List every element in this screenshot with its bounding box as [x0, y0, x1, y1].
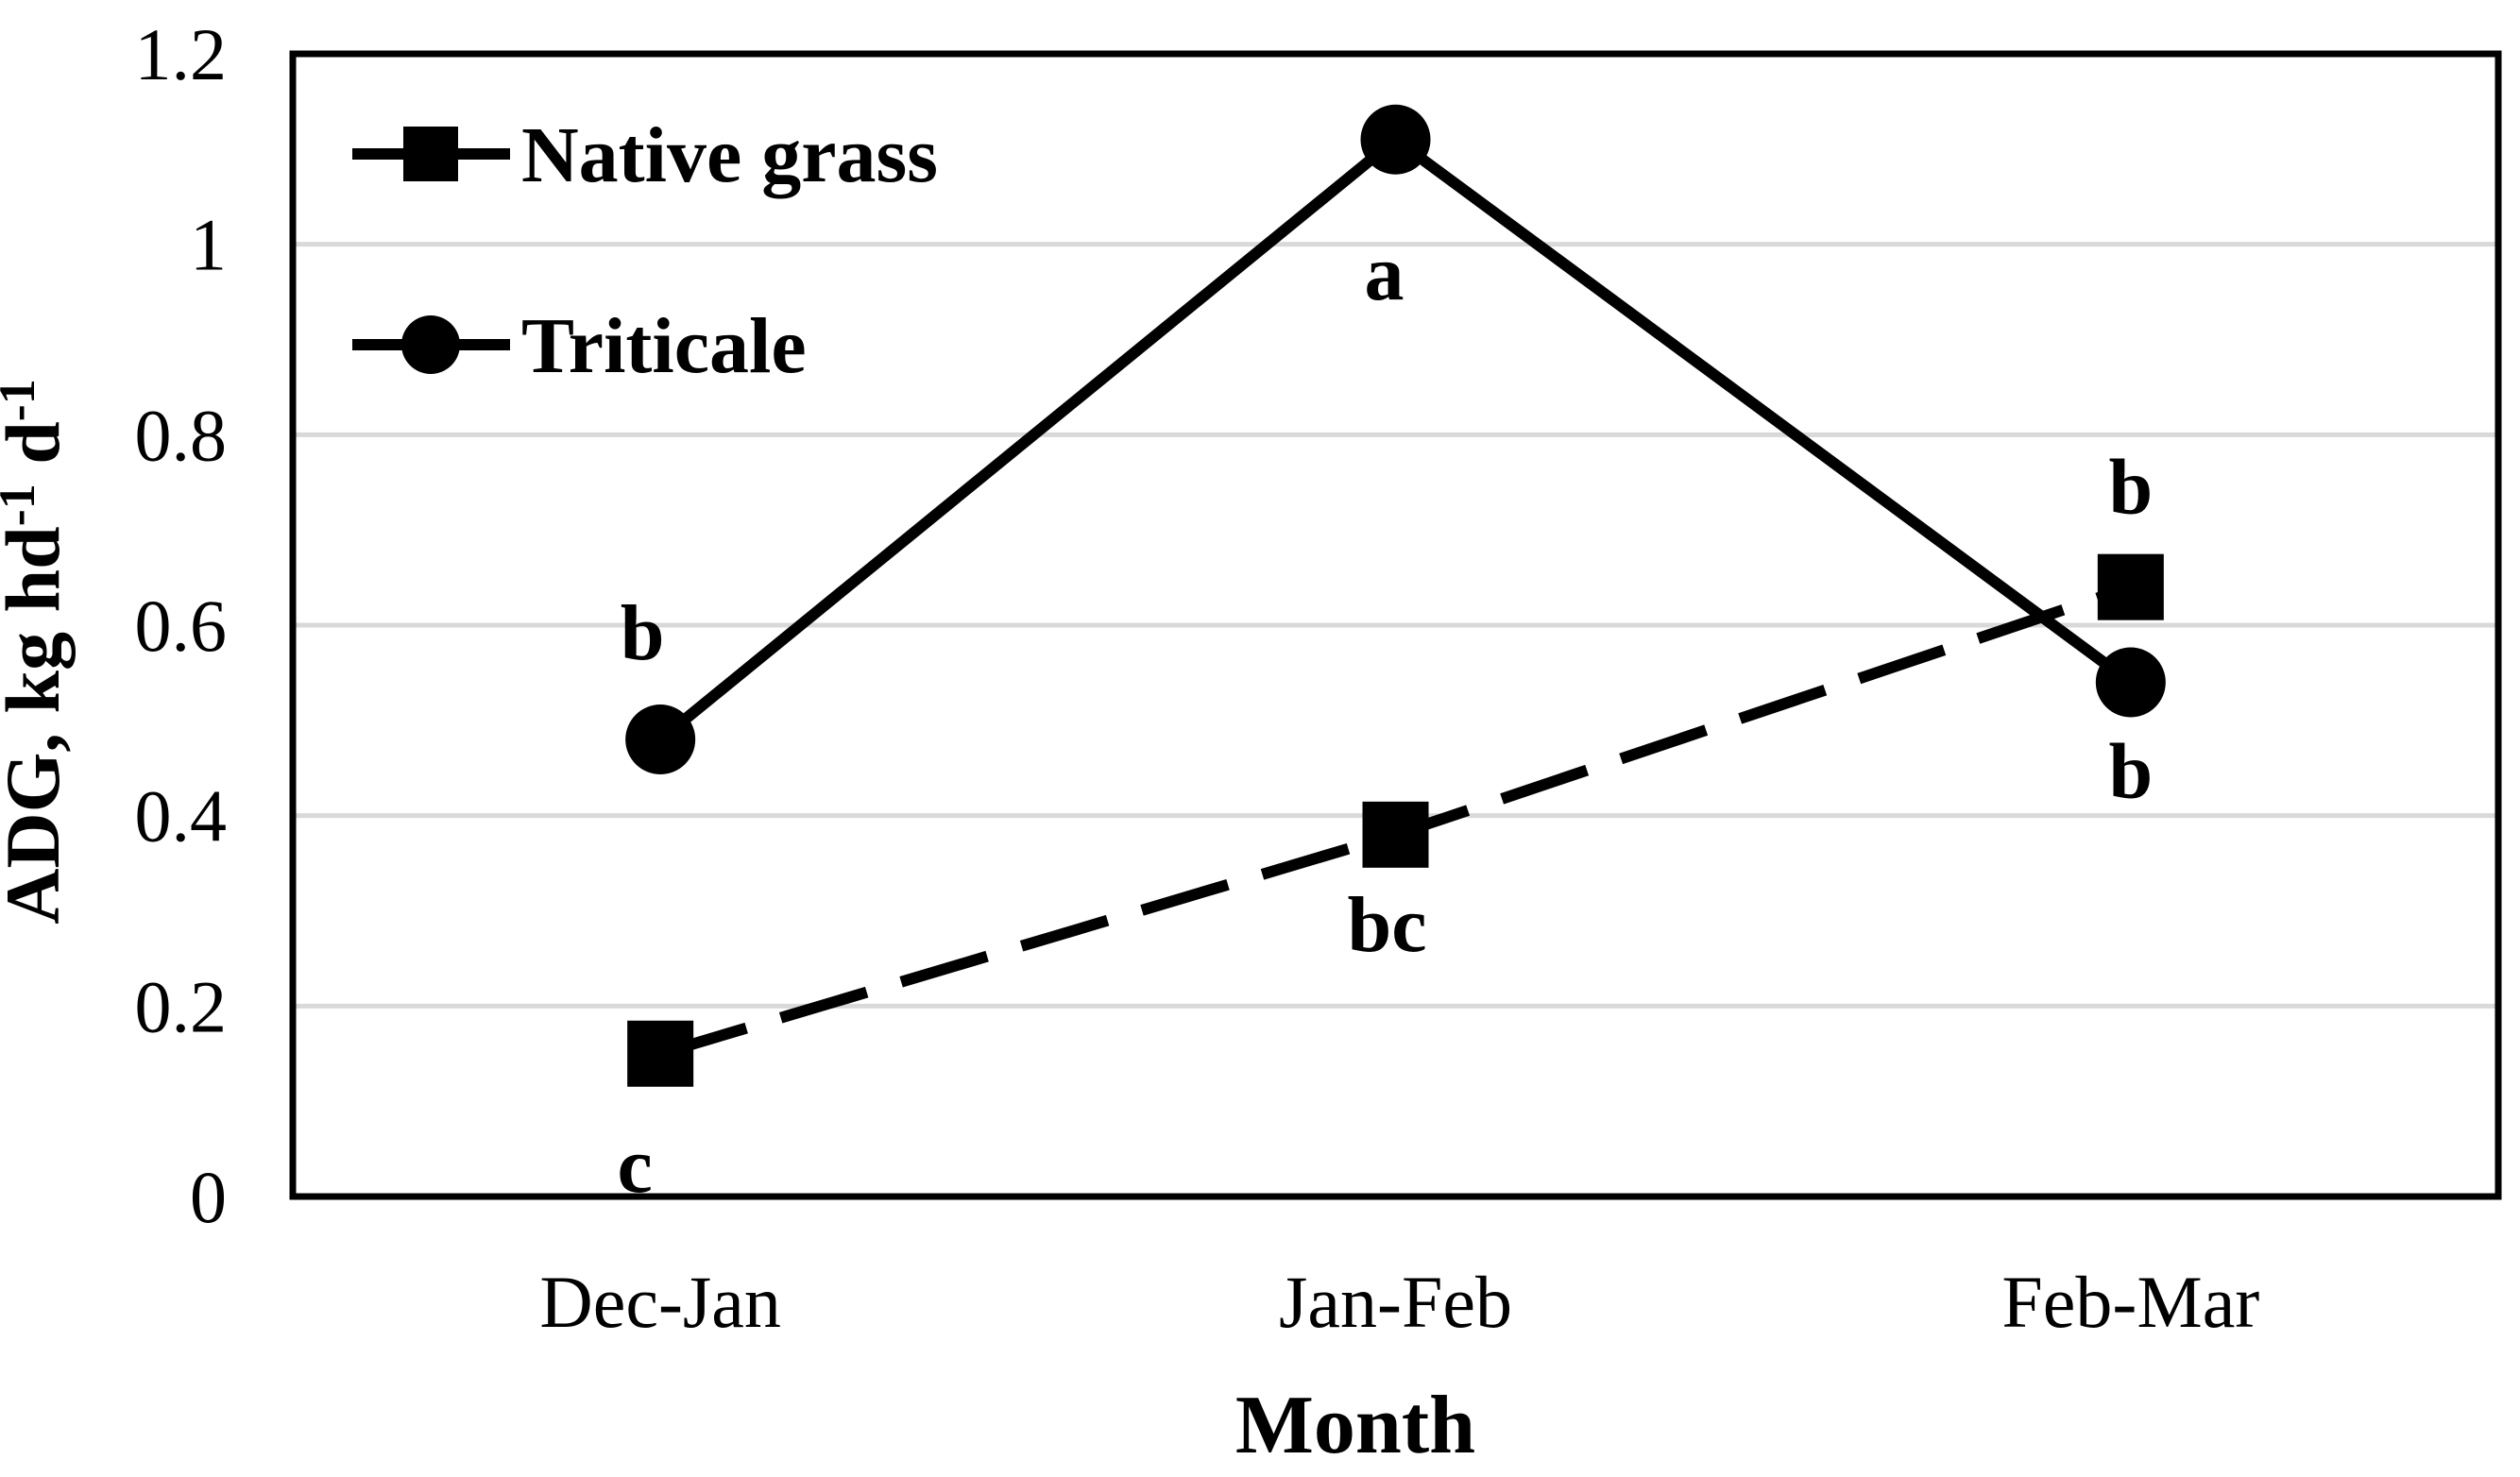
point-label: b [2108, 444, 2153, 532]
point-label: b [621, 589, 665, 677]
y-axis-title-superscript: -1 [0, 379, 45, 421]
marker-circle-dec-jan [625, 705, 696, 774]
legend-circle-marker [401, 315, 460, 374]
marker-circle-feb-mar [2095, 647, 2166, 718]
y-axis-title-text: d [0, 421, 76, 484]
legend-label: Triticale [521, 302, 807, 390]
y-tick-label: 0.8 [135, 394, 228, 476]
y-tick-label: 1 [190, 204, 227, 286]
legend-square-marker [403, 127, 458, 181]
point-label: bc [1348, 881, 1427, 969]
y-tick-label: 0.4 [135, 775, 228, 857]
legend-label: Native grass [521, 111, 938, 199]
y-axis-title-text: ADG, kg hd [0, 526, 76, 925]
legend-item-triticale: Triticale [352, 302, 807, 390]
legend-item-native-grass: Native grass [352, 111, 938, 199]
legend: Native grass Triticale [352, 111, 938, 390]
y-tick-label: 1.2 [135, 13, 228, 95]
y-tick-label: 0.6 [135, 585, 228, 667]
series-markers [625, 104, 2166, 1087]
gridlines [293, 242, 2498, 1009]
marker-square-feb-mar [2097, 553, 2164, 620]
marker-square-jan-feb [1362, 801, 1429, 868]
y-tick-label: 0.2 [135, 965, 228, 1047]
plot-border [289, 50, 2502, 1200]
point-label: b [2108, 728, 2153, 816]
y-axis-title-superscript: -1 [0, 484, 45, 526]
marker-square-dec-jan [627, 1020, 694, 1087]
point-label: a [1365, 229, 1405, 317]
x-tick-label: Feb-Mar [2001, 1261, 2259, 1343]
x-axis-tick-labels: Dec-Jan Jan-Feb Feb-Mar [539, 1261, 2259, 1343]
y-axis-title: ADG, kg hd-1 d-1 [0, 379, 76, 925]
x-tick-label: Dec-Jan [539, 1261, 781, 1343]
x-tick-label: Jan-Feb [1279, 1261, 1512, 1343]
y-tick-label: 0 [190, 1156, 227, 1238]
marker-circle-jan-feb [1360, 104, 1431, 175]
y-axis-tick-labels: 0 0.2 0.4 0.6 0.8 1 1.2 [135, 13, 228, 1238]
x-axis-title: Month [1235, 1380, 1475, 1471]
